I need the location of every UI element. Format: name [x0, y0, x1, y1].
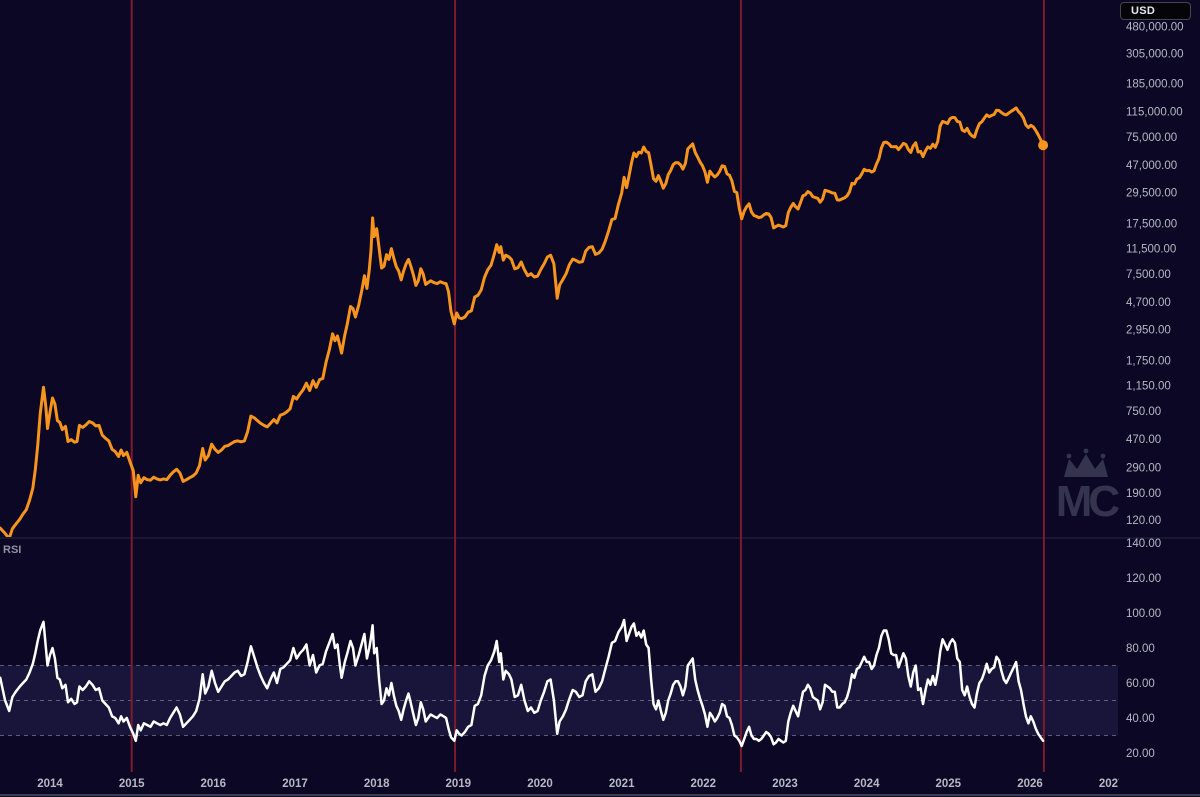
price-axis-tick: 190.00 — [1126, 488, 1161, 500]
time-axis-tick: 2026 — [1017, 778, 1043, 790]
time-axis-tick: 2019 — [446, 778, 472, 790]
currency-chip-label: USD — [1131, 5, 1156, 17]
price-axis-tick: 47,000.00 — [1126, 160, 1177, 172]
rsi-line-series — [0, 618, 1045, 748]
currency-chip[interactable]: USD — [1120, 2, 1191, 20]
last-price-dot — [1038, 140, 1049, 151]
time-axis-tick: 2015 — [119, 778, 145, 790]
rsi-axis-tick: 140.00 — [1126, 538, 1161, 550]
time-axis-tick: 2024 — [854, 778, 880, 790]
time-axis-tick: 2021 — [609, 778, 635, 790]
time-axis-tick: 2022 — [691, 778, 717, 790]
time-axis-tick: 2017 — [282, 778, 308, 790]
price-axis-tick: 7,500.00 — [1126, 269, 1171, 281]
price-axis-tick: 1,750.00 — [1126, 356, 1171, 368]
rsi-axis-tick: 80.00 — [1126, 643, 1155, 655]
price-axis-scale[interactable]: 480,000.00 305,000.00 185,000.00 115,000.00… — [1126, 22, 1184, 528]
mc-logo-watermark: MC — [1056, 448, 1123, 526]
rsi-axis-tick: 100.00 — [1126, 608, 1161, 620]
price-line-series — [0, 106, 1045, 537]
rsi-axis-tick: 40.00 — [1126, 713, 1155, 725]
watermark-monogram: MC — [1056, 477, 1120, 526]
time-axis-tick: 2027 — [1099, 778, 1125, 790]
rsi-axis-tick: 20.00 — [1126, 748, 1155, 760]
price-axis-tick: 185,000.00 — [1126, 78, 1184, 90]
price-axis-tick: 120.00 — [1126, 515, 1161, 527]
price-axis-tick: 4,700.00 — [1126, 297, 1171, 309]
price-axis-tick: 305,000.00 — [1126, 49, 1184, 61]
time-axis-tick: 2014 — [37, 778, 63, 790]
price-axis-tick: 290.00 — [1126, 463, 1161, 475]
time-axis-scale[interactable]: 2014 2015 2016 2017 2018 2019 2020 2021 2022 2023… — [37, 778, 1124, 790]
price-axis-tick: 29,500.00 — [1126, 188, 1177, 200]
time-axis-tick: 2016 — [201, 778, 227, 790]
price-axis-tick: 17,500.00 — [1126, 219, 1177, 231]
rsi-axis-tick: 120.00 — [1126, 573, 1161, 585]
price-axis-tick: 480,000.00 — [1126, 22, 1184, 34]
price-axis-tick: 2,950.00 — [1126, 325, 1171, 337]
rsi-axis-scale[interactable]: 140.00 120.00 100.00 80.00 60.00 40.00 20.00 — [1126, 538, 1161, 760]
cycle-marker-lines — [130, 0, 1045, 772]
crown-icon — [1064, 448, 1108, 477]
price-axis-tick: 750.00 — [1126, 406, 1161, 418]
price-axis-tick: 115,000.00 — [1126, 107, 1183, 119]
rsi-guide-lines — [0, 665, 1118, 736]
price-axis-tick: 11,500.00 — [1126, 244, 1176, 256]
rsi-axis-tick: 60.00 — [1126, 678, 1155, 690]
time-axis-tick: 2020 — [527, 778, 553, 790]
time-axis-tick: 2018 — [364, 778, 390, 790]
price-axis-tick: 470.00 — [1126, 434, 1161, 446]
time-axis-tick: 2023 — [772, 778, 798, 790]
time-axis-tick: 2025 — [936, 778, 962, 790]
rsi-pane-label: RSI — [3, 544, 22, 556]
price-axis-tick: 75,000.00 — [1126, 132, 1177, 144]
price-axis-tick: 1,150.00 — [1126, 381, 1171, 393]
